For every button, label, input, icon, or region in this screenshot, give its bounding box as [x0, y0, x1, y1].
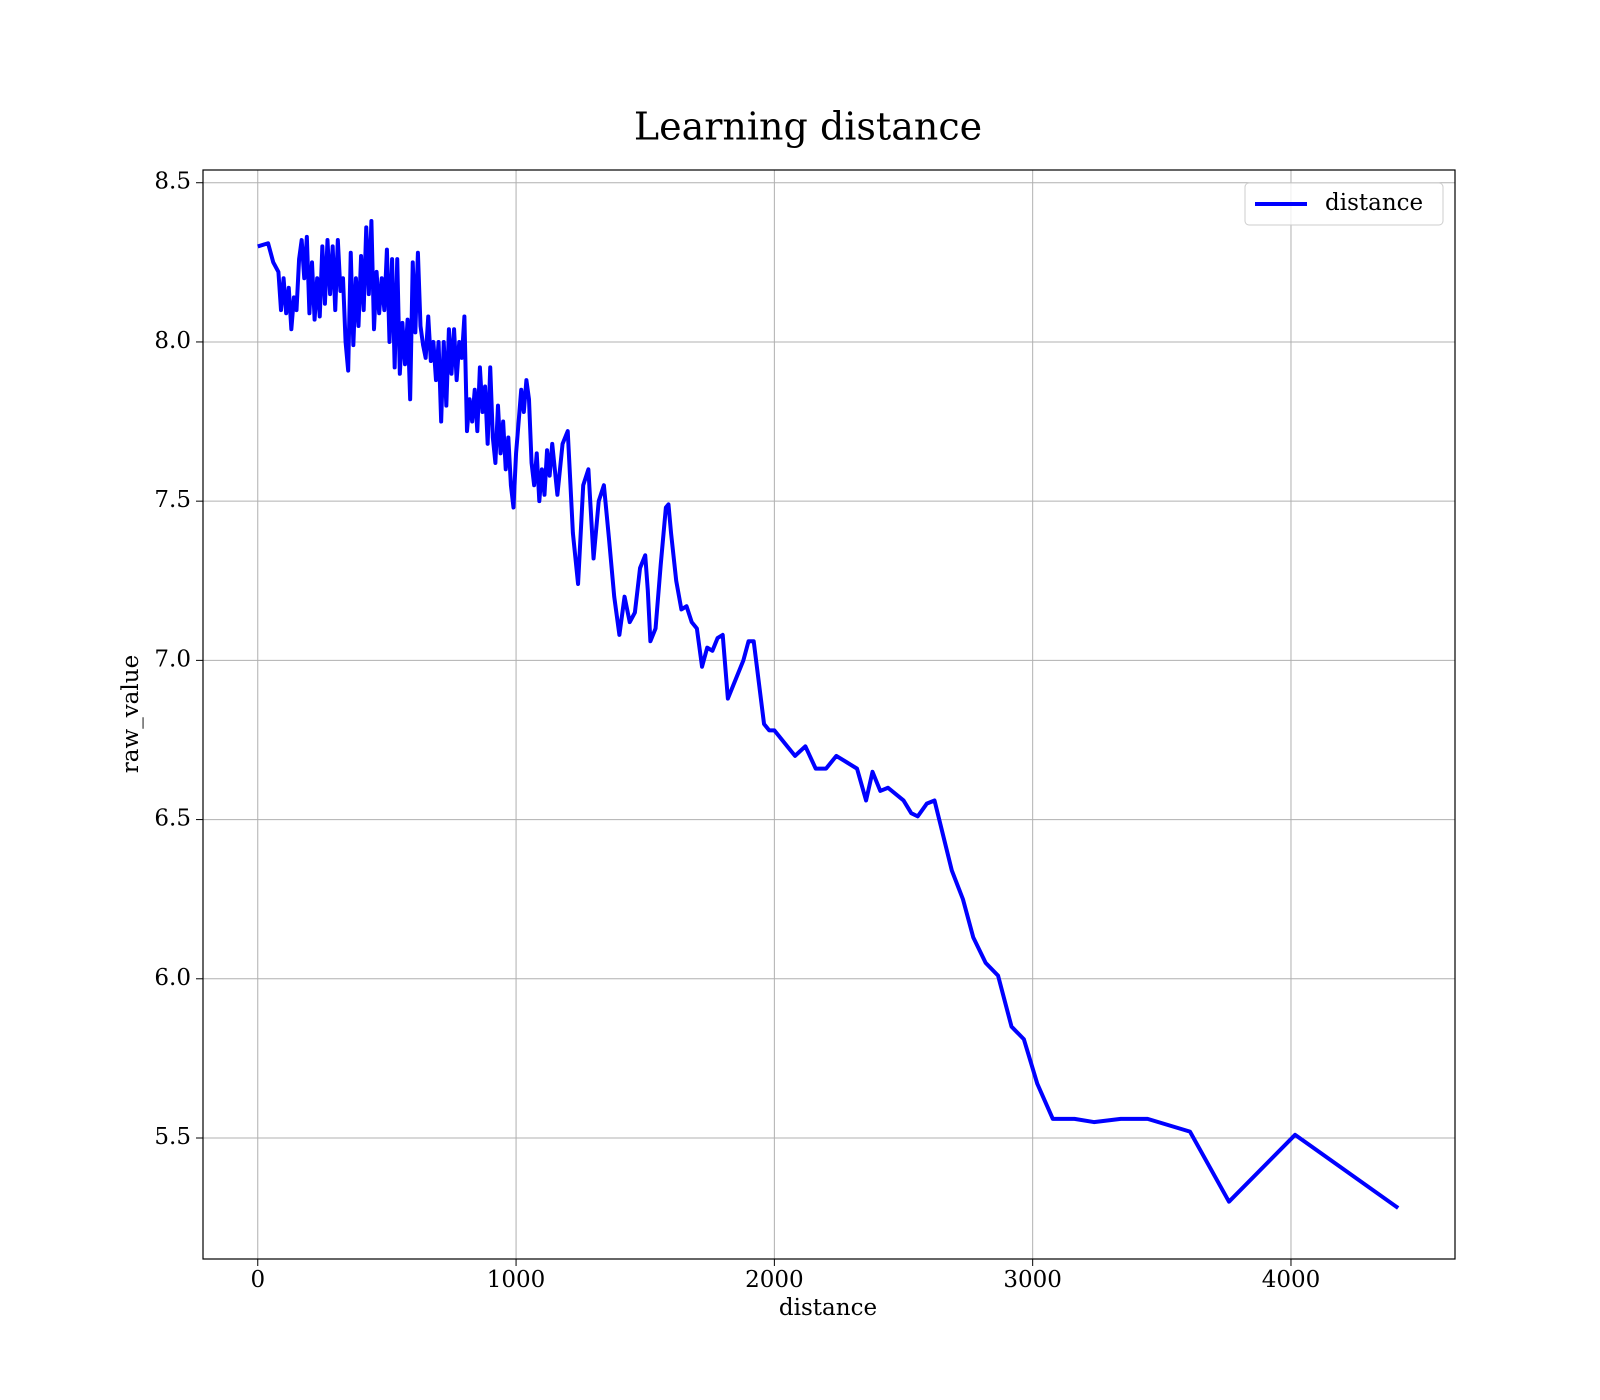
y-tick-label: 7.0: [154, 646, 191, 672]
x-axis-label: distance: [779, 1295, 877, 1321]
x-tick-label: 3000: [1003, 1267, 1062, 1293]
y-tick-label: 6.0: [154, 965, 191, 991]
legend-box: [1244, 182, 1444, 226]
data-line: [257, 218, 1400, 1210]
x-tick-label: 4000: [1262, 1267, 1321, 1293]
plot-frame: [202, 169, 1456, 1260]
y-tick-label: 5.5: [154, 1124, 191, 1150]
x-tick-label: 1000: [487, 1267, 546, 1293]
chart-title: Learning distance: [634, 105, 982, 149]
y-tick-label: 8.5: [154, 169, 191, 195]
x-tick-label: 2000: [745, 1267, 804, 1293]
y-axis-label: raw_value: [118, 655, 144, 773]
y-tick-label: 7.5: [154, 487, 191, 513]
legend-label: distance: [1325, 190, 1423, 216]
x-tick-label: 0: [250, 1267, 265, 1293]
y-tick-label: 6.5: [154, 806, 191, 832]
y-tick-label: 8.0: [154, 328, 191, 354]
